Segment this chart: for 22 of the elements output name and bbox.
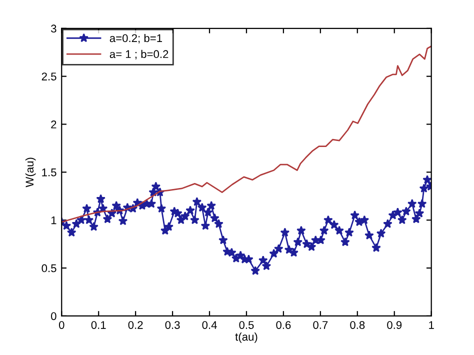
- y-tick-label: 1.5: [42, 168, 56, 176]
- x-tick-label: 0.5: [239, 321, 254, 329]
- x-tick-label: 0.6: [276, 321, 291, 329]
- x-tick-label: 1: [429, 321, 434, 329]
- x-tick-label: 0.3: [165, 321, 180, 329]
- y-tick-label: 0.5: [42, 264, 56, 272]
- legend-label: a=0.2; b=1: [110, 34, 162, 44]
- x-tick-label: 0: [58, 321, 64, 329]
- x-axis-title: t(au): [235, 332, 258, 343]
- x-tick-label: 0.4: [202, 321, 217, 329]
- x-tick-label: 0.7: [313, 321, 328, 329]
- y-tick-label: 2.5: [42, 72, 56, 80]
- y-axis-title: W(au): [25, 158, 36, 188]
- x-tick-label: 0.1: [91, 321, 106, 329]
- x-tick-label: 0.2: [128, 321, 143, 329]
- x-tick-label: 0.9: [387, 321, 402, 329]
- legend-label: a= 1 ; b=0.2: [110, 50, 168, 60]
- y-tick-label: 0: [51, 312, 56, 320]
- y-tick-label: 2: [51, 120, 56, 128]
- y-tick-label: 1: [51, 216, 56, 224]
- x-tick-label: 0.8: [350, 321, 365, 329]
- y-tick-label: 3: [51, 24, 56, 33]
